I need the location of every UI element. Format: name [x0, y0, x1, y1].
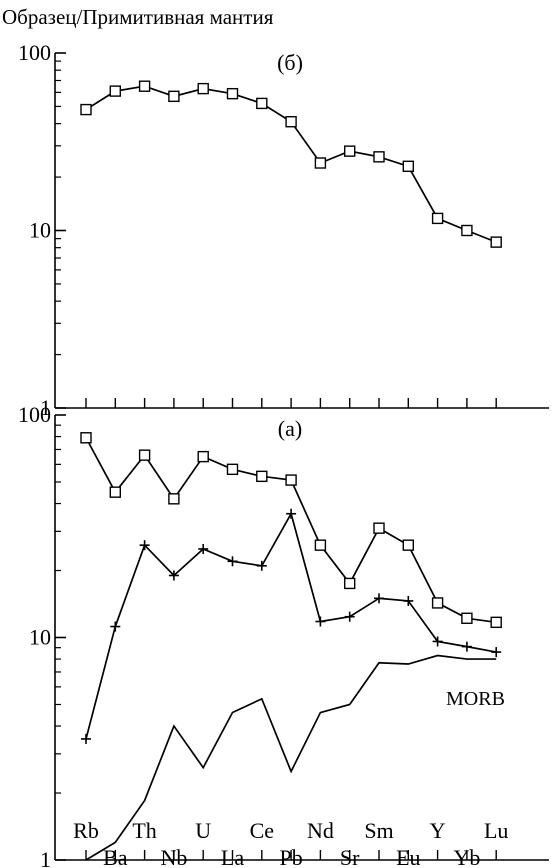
panel-a-series-0-square-point	[285, 474, 297, 486]
x-category-label: Lu	[484, 818, 508, 843]
panel-a-series-0-square-point	[344, 577, 356, 590]
panel-a-series-0-square-point	[490, 616, 502, 629]
panel-b-series-0-square-point	[431, 212, 444, 225]
panel-a-series-1-plus-point	[461, 641, 472, 652]
panel-b-label: (б)	[277, 50, 303, 75]
panel-b-series-0-square-point	[197, 82, 209, 95]
x-category-label: Y	[430, 818, 446, 843]
panel-a-series-0-square-point	[168, 493, 180, 505]
panel-a-series-1-plus-point	[286, 508, 297, 519]
panel-b-y-tick-label: 10	[29, 218, 51, 243]
panel-a-y-tick-label: 1	[40, 847, 51, 868]
data-layer	[80, 80, 502, 861]
panel-b-series-0-square-point	[80, 103, 92, 116]
x-category-label: Yb	[453, 845, 480, 868]
panel-a-series-1-plus-point	[315, 616, 326, 627]
x-category-label: Nd	[307, 818, 334, 843]
panel-a-series-1-plus-point	[491, 647, 502, 658]
panel-a-series-1-plus-point	[344, 611, 355, 622]
panel-a-series-1-plus-point	[139, 540, 150, 551]
x-category-label: La	[221, 845, 244, 868]
panel-a-series-0-square-point	[256, 470, 268, 483]
panel-a-series-0-line	[85, 437, 497, 624]
panel-a-label: (а)	[278, 416, 302, 441]
panel-a-series-1-plus-point	[110, 621, 121, 632]
panel-b-series-0-square-point	[344, 145, 356, 157]
panel-a-series-0-square-point	[197, 450, 209, 463]
panel-a-series-1-line	[85, 511, 497, 740]
panel-a-series-1-plus-point	[432, 636, 443, 647]
x-category-label: Rb	[73, 818, 99, 843]
panel-b-series-0-square-point	[138, 80, 151, 92]
panel-b-series-0-square-point	[226, 87, 239, 100]
panel-a-y-tick-label: 100	[18, 402, 51, 427]
axes-layer	[54, 52, 549, 861]
x-category-label: Pb	[279, 845, 302, 868]
panel-b-series-0-square-point	[314, 157, 327, 169]
morb-series-label: MORB	[446, 688, 505, 710]
panel-a-series-0-square-point	[138, 449, 151, 461]
y-axis-title: Образец/Примитивная мантия	[2, 5, 274, 29]
x-category-label: Sm	[364, 818, 393, 843]
panel-b-y-tick-label: 100	[18, 40, 51, 65]
panel-b-series-0-square-point	[490, 236, 502, 248]
x-category-label: Eu	[396, 845, 420, 868]
panel-b-y-tick-label: 1	[40, 395, 51, 420]
x-category-label: Ce	[250, 818, 274, 843]
panel-a-series-0-square-point	[314, 539, 327, 551]
panel-b-series-0-square-point	[402, 160, 414, 172]
x-category-label: Nb	[160, 845, 187, 868]
x-category-label: U	[195, 818, 211, 843]
panel-a-series-0-square-point	[461, 612, 473, 624]
panel-a-series-1-plus-point	[168, 570, 179, 581]
panel-b-series-0-square-point	[168, 90, 180, 103]
panel-b-series-0-square-point	[373, 151, 385, 163]
panel-a-series-2-line	[85, 654, 497, 861]
panel-b-series-0-square-point	[461, 224, 473, 237]
panel-a-series-1-plus-point	[374, 593, 384, 604]
x-category-label: Sr	[340, 845, 360, 868]
panel-a-y-tick-label: 10	[29, 625, 51, 650]
panel-a-series-0-square-point	[373, 522, 385, 534]
panel-a-series-1-plus-point	[403, 595, 414, 606]
x-category-label: Th	[132, 818, 156, 843]
panel-a-series-0-square-point	[109, 486, 122, 498]
panel-a-series-1-plus-point	[198, 543, 209, 554]
panel-b-series-0-square-point	[109, 85, 122, 97]
panel-a-series-0-square-point	[226, 463, 239, 476]
panel-a-series-0-square-point	[431, 597, 444, 609]
panel-a-series-1-plus-point	[256, 560, 267, 571]
panel-a-series-0-square-point	[402, 539, 414, 551]
panel-a-series-1-plus-point	[81, 733, 91, 744]
panel-b-series-0-square-point	[256, 97, 268, 110]
panel-a-series-1-plus-point	[227, 556, 238, 567]
x-category-label: Ba	[103, 845, 128, 868]
panel-a-series-0-square-point	[80, 432, 92, 444]
panel-b-series-0-square-point	[285, 116, 297, 128]
